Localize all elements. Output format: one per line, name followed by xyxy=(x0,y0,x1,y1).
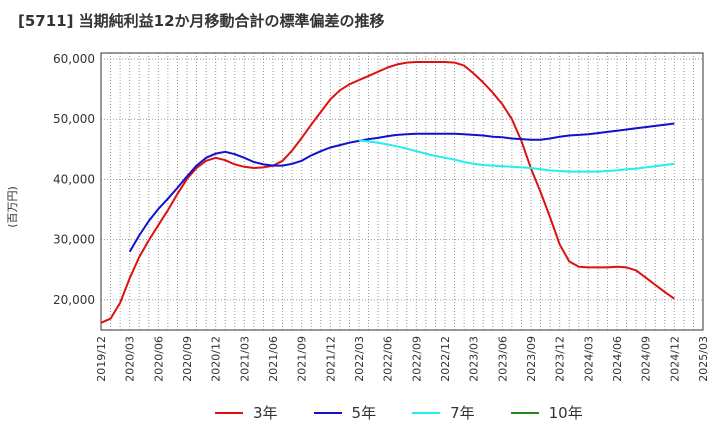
x-tick-label: 2021/06 xyxy=(267,336,280,382)
x-tick-labels: 2019/12 2020/03 2020/06 2020/09 2020/12 2021/… xyxy=(95,336,710,382)
series-line xyxy=(128,122,675,253)
y-tick-label: 50,000 xyxy=(53,112,95,126)
y-axis-label: (百万円) xyxy=(6,186,19,228)
x-tick-label: 2023/09 xyxy=(525,336,538,382)
x-tick-label: 2025/03 xyxy=(697,336,710,382)
legend-swatch xyxy=(412,411,441,414)
chart-title: [5711] 当期純利益12か月移動合計の標準偏差の推移 xyxy=(18,12,385,30)
y-tick-label: 60,000 xyxy=(53,52,95,66)
legend-item: 10年 xyxy=(510,402,583,423)
x-tick-label: 2021/03 xyxy=(238,336,251,382)
legend-label: 5年 xyxy=(351,404,377,422)
x-tick-label: 2023/03 xyxy=(468,336,481,382)
x-tick-label: 2023/06 xyxy=(496,336,509,382)
x-tick-label: 2019/12 xyxy=(95,336,108,382)
x-tick-label: 2024/06 xyxy=(611,336,624,382)
series-lines xyxy=(100,61,675,324)
y-tick-label: 40,000 xyxy=(53,172,95,186)
x-tick-label: 2020/06 xyxy=(152,336,165,382)
legend-label: 10年 xyxy=(548,404,583,422)
plot-frame xyxy=(100,52,704,331)
x-tick-label: 2022/09 xyxy=(410,336,423,382)
x-tick-label: 2020/09 xyxy=(181,336,194,382)
x-tick-label: 2020/03 xyxy=(124,336,137,382)
y-tick-label: 20,000 xyxy=(53,293,95,307)
x-tick-label: 2022/06 xyxy=(382,336,395,382)
legend-swatch xyxy=(215,411,243,414)
x-tick-label: 2021/09 xyxy=(296,336,309,382)
legend: 3年 5年 7年 10年 xyxy=(215,402,583,423)
x-tick-label: 2024/09 xyxy=(640,336,653,382)
x-tick-label: 2020/12 xyxy=(210,336,223,382)
legend-swatch xyxy=(510,411,539,414)
x-tick-label: 2024/12 xyxy=(668,336,681,382)
legend-label: 3年 xyxy=(253,404,278,422)
x-tick-label: 2023/12 xyxy=(554,336,567,382)
grid xyxy=(100,53,704,330)
axes xyxy=(100,52,704,331)
x-tick-label: 2022/03 xyxy=(353,336,366,382)
legend-label: 7年 xyxy=(450,404,475,422)
x-tick-label: 2022/12 xyxy=(439,336,452,382)
legend-item: 7年 xyxy=(412,402,475,423)
series-line xyxy=(358,139,675,173)
y-tick-labels: 20,000 30,000 40,000 50,000 60,000 xyxy=(53,52,95,307)
series-line xyxy=(100,61,675,324)
legend-item: 5年 xyxy=(313,402,377,423)
x-tick-label: 2024/03 xyxy=(582,336,595,382)
x-tick-label: 2021/12 xyxy=(324,336,337,382)
legend-swatch xyxy=(313,411,342,414)
legend-item: 3年 xyxy=(215,402,278,423)
y-tick-label: 30,000 xyxy=(53,233,95,247)
